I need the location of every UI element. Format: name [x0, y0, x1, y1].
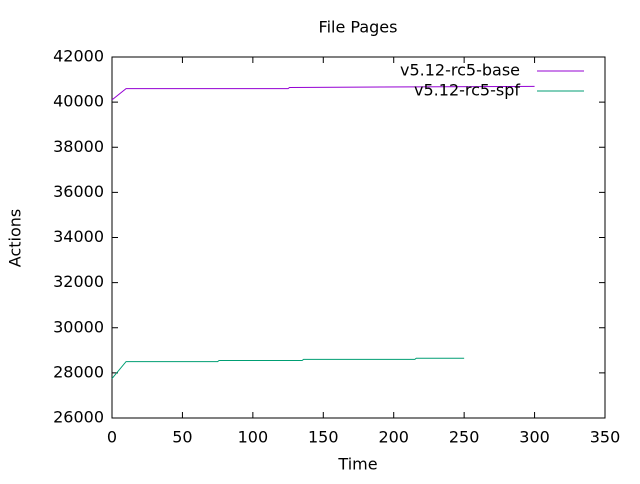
y-tick-label: 40000	[53, 92, 104, 111]
y-tick-label: 36000	[53, 182, 104, 201]
x-tick-label: 150	[308, 428, 339, 447]
y-tick-label: 26000	[53, 408, 104, 427]
legend-label: v5.12-rc5-base	[400, 61, 520, 80]
chart-title: File Pages	[319, 18, 398, 37]
x-tick-label: 50	[172, 428, 192, 447]
y-tick-label: 28000	[53, 362, 104, 381]
legend-label: v5.12-rc5-spf	[414, 81, 520, 100]
plot-frame	[111, 56, 606, 419]
x-axis-label: Time	[337, 455, 377, 474]
y-tick-label: 34000	[53, 227, 104, 246]
x-tick-label: 0	[107, 428, 117, 447]
y-tick-label: 30000	[53, 317, 104, 336]
y-tick-label: 38000	[53, 137, 104, 156]
y-axis-label: Actions	[6, 209, 25, 267]
y-tick-label: 42000	[53, 47, 104, 66]
y-tick-label: 32000	[53, 272, 104, 291]
x-tick-label: 350	[590, 428, 621, 447]
x-tick-label: 300	[519, 428, 550, 447]
data-line	[111, 85, 535, 101]
data-line	[111, 357, 465, 379]
x-tick-label: 200	[378, 428, 409, 447]
x-tick-label: 250	[449, 428, 480, 447]
x-tick-label: 100	[238, 428, 269, 447]
